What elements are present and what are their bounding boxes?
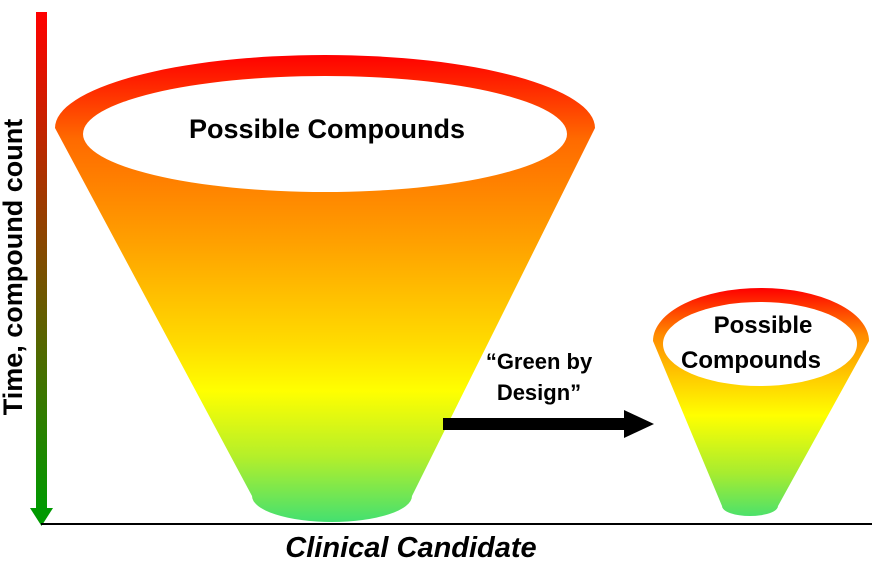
small-funnel-label-line2: Compounds xyxy=(681,347,821,374)
transition-label-line2: Design” xyxy=(497,380,581,405)
small-funnel-opening xyxy=(663,302,857,386)
transition-label-line1: “Green by xyxy=(486,349,593,374)
large-funnel-label: Possible Compounds xyxy=(189,114,465,144)
small-funnel: Possible Compounds xyxy=(653,288,869,516)
y-axis-arrow xyxy=(30,12,53,526)
x-axis-label: Clinical Candidate xyxy=(285,532,536,562)
large-funnel-opening xyxy=(83,76,567,192)
small-funnel-label-line1: Possible xyxy=(714,312,813,339)
transition-arrow xyxy=(443,410,654,438)
y-axis-label: Time, compound count xyxy=(0,119,28,416)
large-funnel: Possible Compounds xyxy=(55,55,595,522)
